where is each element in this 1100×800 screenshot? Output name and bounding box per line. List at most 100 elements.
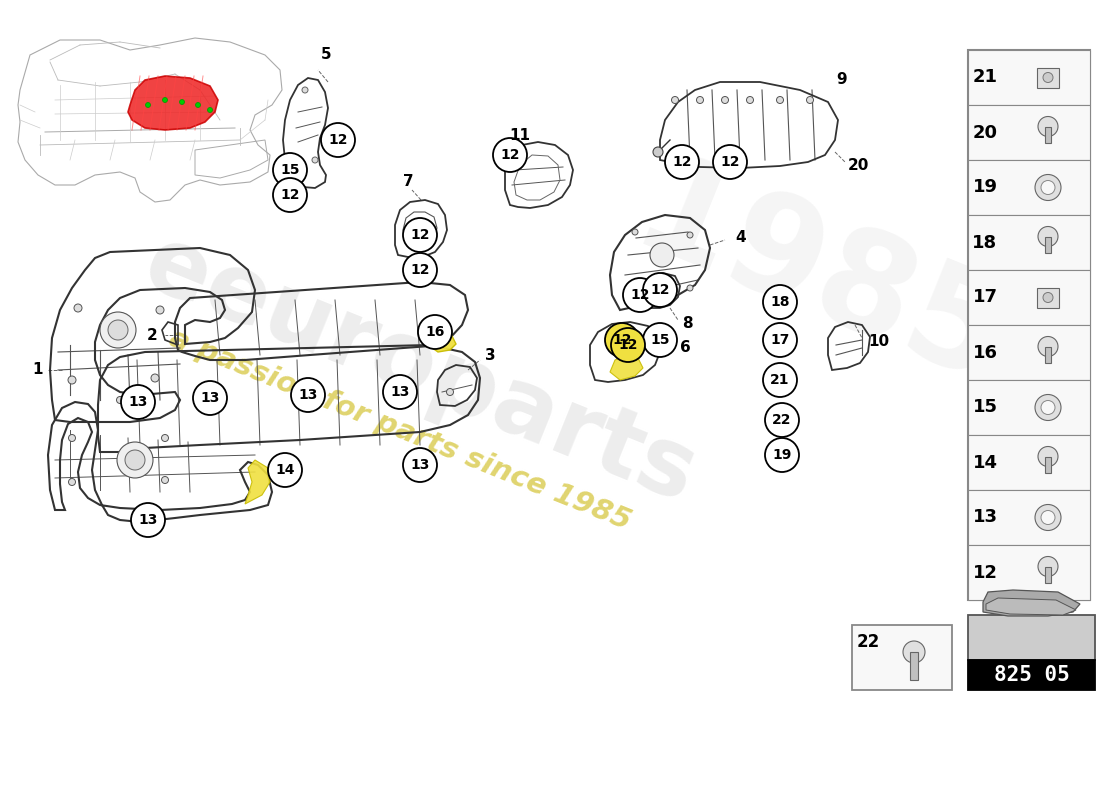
Circle shape — [653, 147, 663, 157]
Circle shape — [297, 389, 304, 395]
Bar — [1045, 457, 1050, 473]
Circle shape — [763, 363, 798, 397]
Circle shape — [763, 323, 798, 357]
Circle shape — [163, 98, 167, 102]
Polygon shape — [128, 76, 218, 130]
Circle shape — [117, 442, 153, 478]
Circle shape — [196, 102, 200, 107]
Circle shape — [764, 438, 799, 472]
Text: 12: 12 — [280, 188, 299, 202]
Bar — [1045, 237, 1050, 253]
Text: 13: 13 — [139, 513, 157, 527]
Circle shape — [722, 97, 728, 103]
Text: 1: 1 — [33, 362, 43, 378]
Text: 17: 17 — [770, 333, 790, 347]
Polygon shape — [986, 598, 1076, 615]
Circle shape — [121, 385, 155, 419]
Text: 16: 16 — [972, 343, 998, 362]
Circle shape — [671, 97, 679, 103]
Text: 15: 15 — [972, 398, 998, 417]
Bar — [968, 160, 1090, 215]
Circle shape — [1035, 505, 1062, 530]
Circle shape — [403, 253, 437, 287]
Text: 10: 10 — [868, 334, 889, 350]
Polygon shape — [428, 334, 456, 352]
Bar — [910, 652, 918, 680]
Circle shape — [764, 403, 799, 437]
Circle shape — [1041, 401, 1055, 414]
Circle shape — [696, 97, 704, 103]
Circle shape — [162, 434, 168, 442]
Circle shape — [74, 304, 82, 312]
Circle shape — [1038, 226, 1058, 246]
Circle shape — [300, 162, 306, 168]
Bar — [968, 490, 1090, 545]
Circle shape — [268, 453, 302, 487]
Circle shape — [386, 386, 394, 394]
Circle shape — [151, 374, 160, 382]
Polygon shape — [983, 590, 1080, 616]
Circle shape — [68, 478, 76, 486]
Circle shape — [145, 102, 151, 107]
Text: 20: 20 — [972, 123, 998, 142]
Circle shape — [68, 376, 76, 384]
Circle shape — [493, 138, 527, 172]
Text: 20: 20 — [848, 158, 869, 173]
Bar — [968, 270, 1090, 325]
Text: 18: 18 — [972, 234, 998, 251]
Circle shape — [747, 97, 754, 103]
Bar — [968, 50, 1090, 600]
Circle shape — [383, 375, 417, 409]
Circle shape — [403, 218, 437, 252]
Text: 22: 22 — [772, 413, 792, 427]
Circle shape — [208, 107, 212, 113]
Text: 4: 4 — [735, 230, 746, 246]
Bar — [968, 545, 1090, 600]
Circle shape — [1038, 557, 1058, 577]
Bar — [1045, 566, 1050, 582]
Bar — [968, 435, 1090, 490]
Text: 7: 7 — [403, 174, 414, 190]
Circle shape — [117, 397, 123, 403]
Text: 13: 13 — [972, 509, 998, 526]
Circle shape — [131, 503, 165, 537]
Circle shape — [302, 87, 308, 93]
Text: 12: 12 — [972, 563, 998, 582]
Circle shape — [1038, 446, 1058, 466]
Circle shape — [162, 477, 168, 483]
Circle shape — [179, 99, 185, 105]
Circle shape — [777, 97, 783, 103]
Circle shape — [192, 381, 227, 415]
Text: 16: 16 — [426, 325, 444, 339]
Text: 1985: 1985 — [616, 145, 1024, 415]
Circle shape — [644, 323, 676, 357]
Text: 2: 2 — [146, 327, 157, 342]
Circle shape — [806, 97, 814, 103]
Text: 15: 15 — [650, 333, 670, 347]
Text: 12: 12 — [618, 338, 638, 352]
Circle shape — [610, 328, 645, 362]
Circle shape — [1038, 117, 1058, 137]
Text: 13: 13 — [298, 388, 318, 402]
Bar — [968, 105, 1090, 160]
Bar — [852, 625, 952, 690]
Text: 12: 12 — [328, 133, 348, 147]
Circle shape — [1035, 174, 1062, 201]
Text: 12: 12 — [410, 263, 430, 277]
Text: 6: 6 — [680, 341, 691, 355]
Text: 21: 21 — [770, 373, 790, 387]
Text: a passion for parts since 1985: a passion for parts since 1985 — [165, 324, 635, 536]
Circle shape — [666, 145, 698, 179]
Circle shape — [1035, 394, 1062, 421]
Circle shape — [100, 312, 136, 348]
Text: 19: 19 — [972, 178, 998, 197]
Text: 12: 12 — [720, 155, 739, 169]
Circle shape — [312, 157, 318, 163]
Circle shape — [273, 178, 307, 212]
Text: 14: 14 — [275, 463, 295, 477]
Circle shape — [273, 153, 307, 187]
Bar — [1037, 287, 1059, 307]
Text: 5: 5 — [321, 47, 331, 62]
Circle shape — [903, 641, 925, 663]
Circle shape — [763, 285, 798, 319]
